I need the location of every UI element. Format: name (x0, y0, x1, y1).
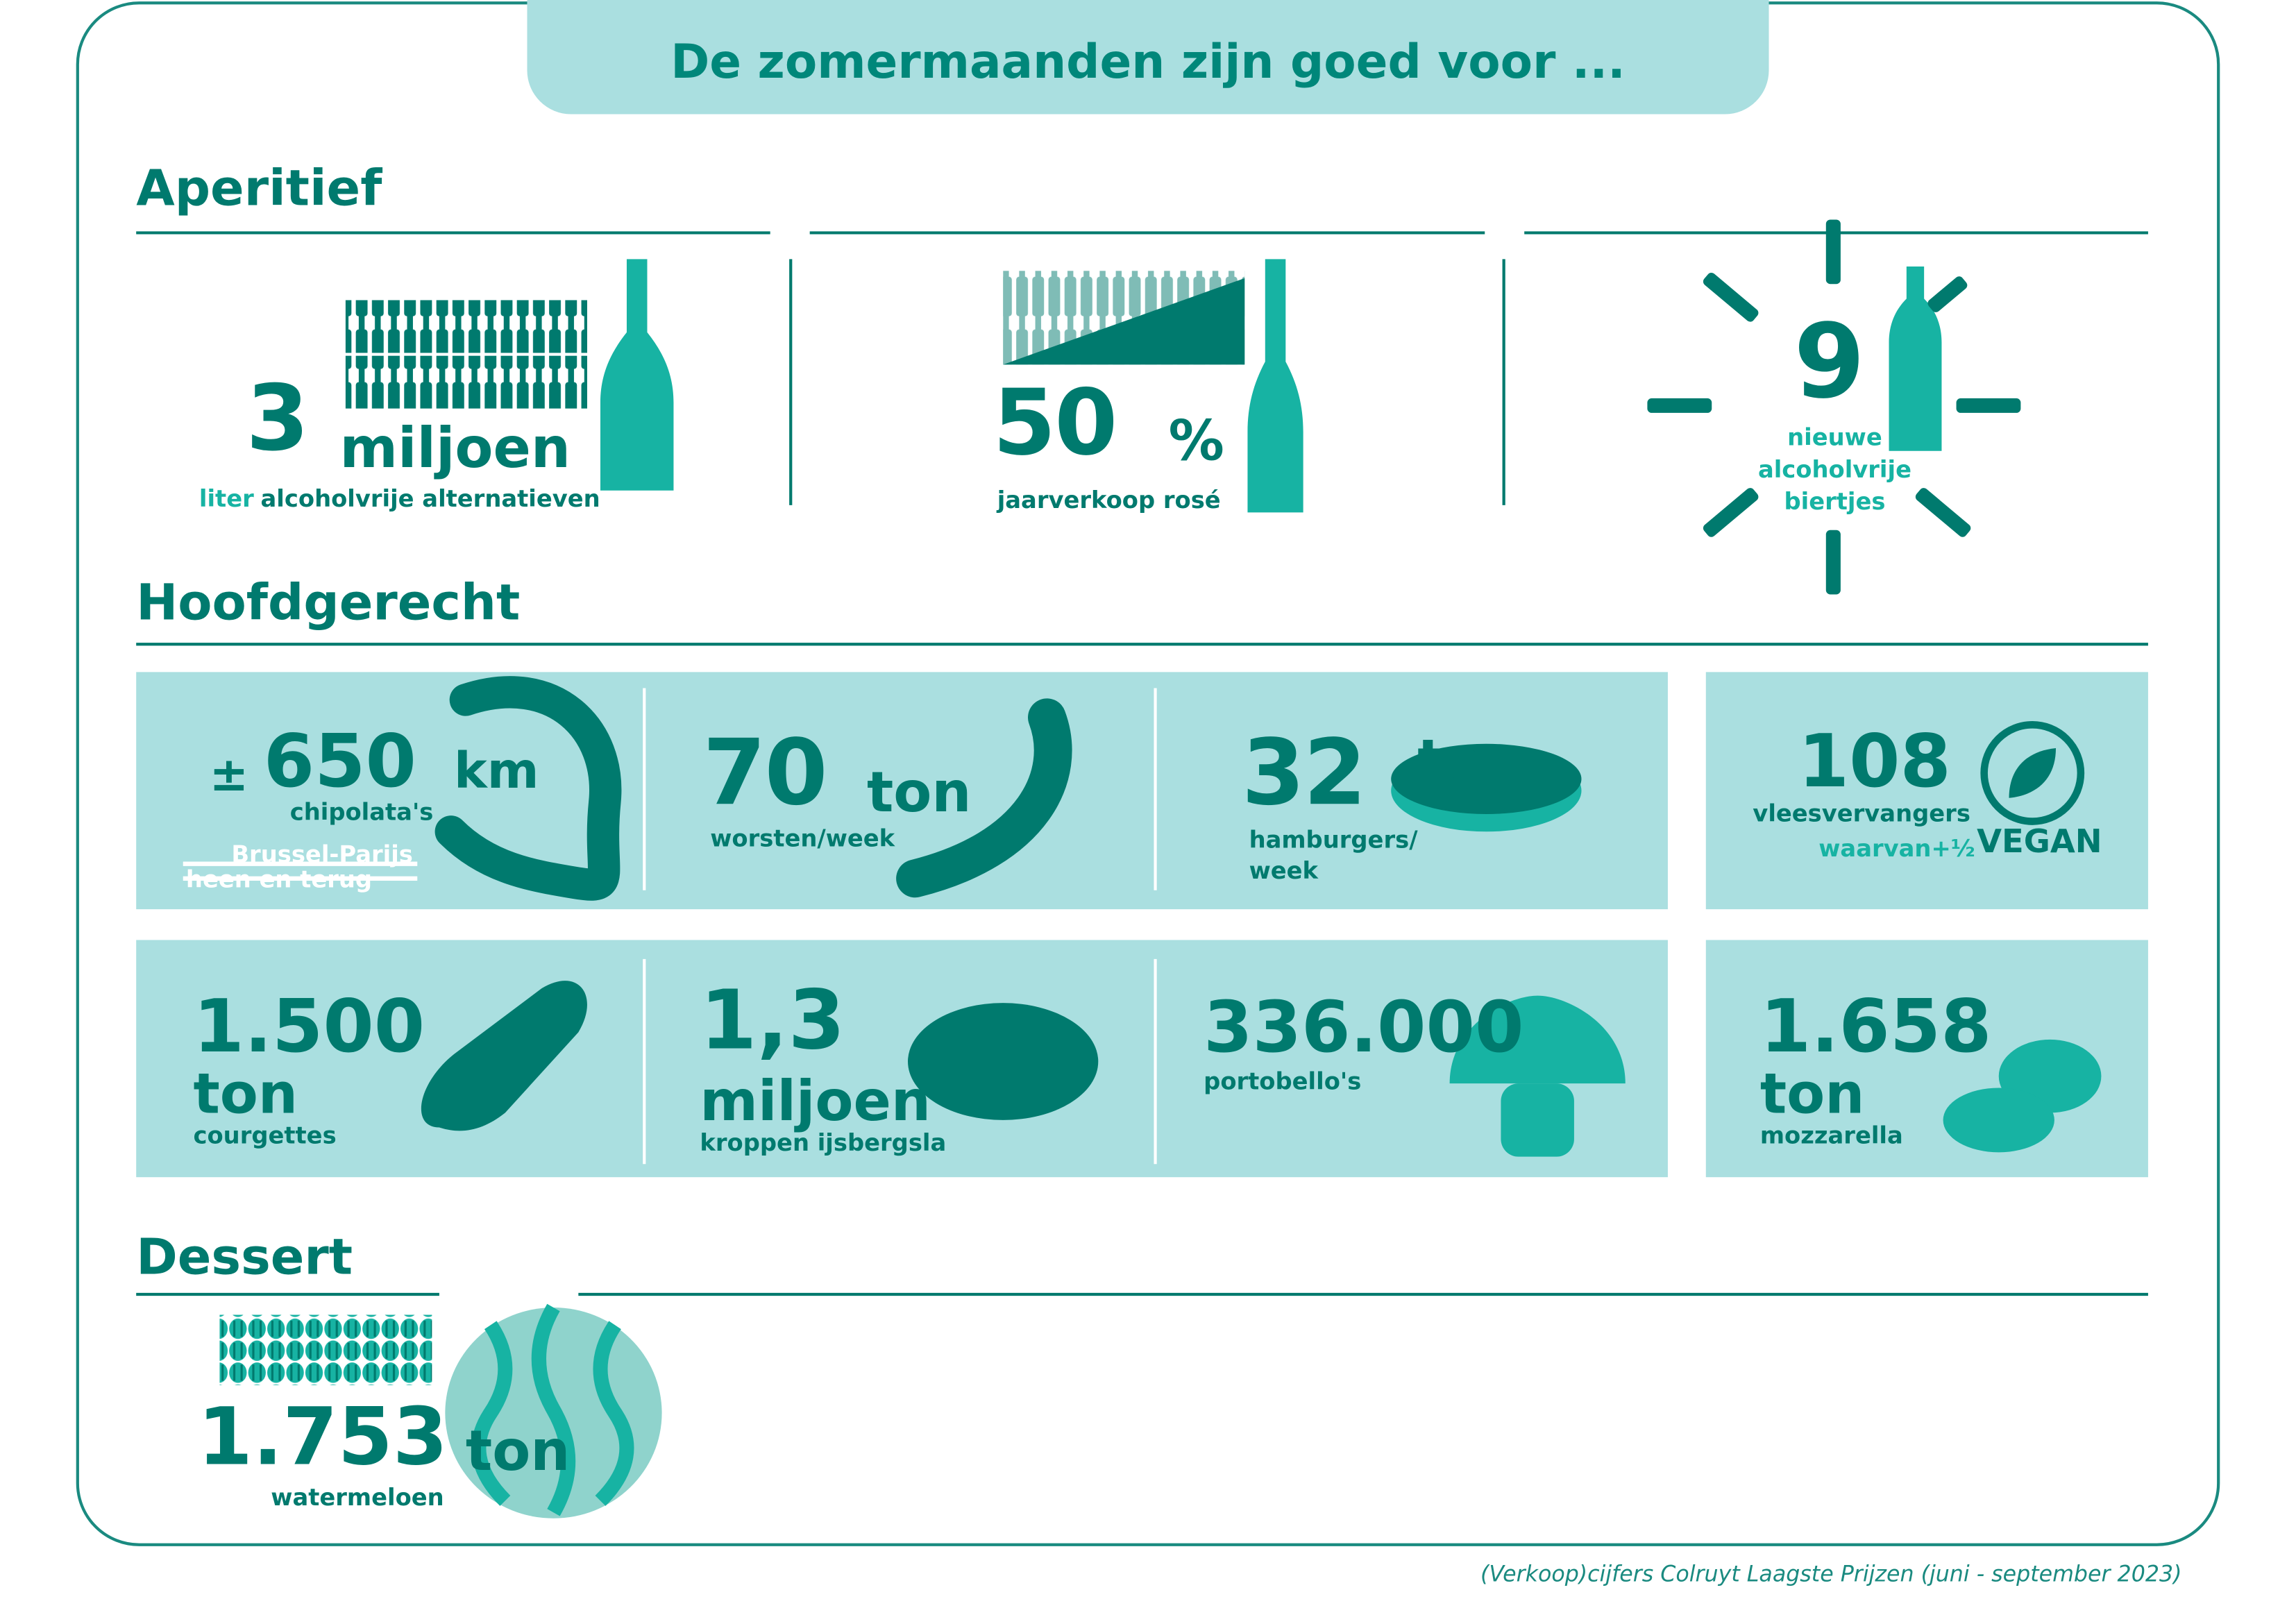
stat-number: 650 (263, 718, 416, 804)
stat-number: 1,3 (700, 973, 845, 1069)
stat-label: alcoholvrije alternatieven (260, 484, 600, 513)
stat-label: liter (199, 484, 254, 513)
rose-share-icon (1003, 278, 1245, 365)
footer-note: (Verkoop)cijfers Colruyt Laagste Prijzen… (1480, 1560, 2182, 1587)
burger-icon (1391, 743, 1582, 814)
stat-unit: miljoen (339, 416, 571, 480)
mushroom-icon (1449, 995, 1626, 1084)
stat-unit: km (454, 742, 539, 802)
stat-label: nieuwe (1787, 423, 1882, 451)
stat-number: 70 (702, 718, 828, 826)
stat-label: biertjes (1784, 487, 1886, 516)
stat-prefix: ± (209, 746, 249, 803)
title: De zomermaanden zijn goed voor ... (670, 33, 1626, 90)
lettuce-icon (908, 1003, 1099, 1120)
beer-icon (1889, 266, 1942, 451)
leaf-icon (2009, 748, 2057, 798)
stat-number: 32 (1242, 718, 1367, 826)
stat-number: 50 (993, 369, 1117, 476)
stat-unit: ton (1759, 1061, 1865, 1126)
melons-icon (219, 1314, 432, 1385)
courgette-icon (421, 981, 587, 1131)
stat-label: hamburgers/ (1249, 825, 1418, 854)
sausage-icon (896, 698, 1072, 898)
stat-note: waarvan+½ (1818, 834, 1975, 863)
stat-label: mozzarella (1759, 1122, 1903, 1150)
stat-number: 1.658 (1759, 983, 1992, 1069)
stat-label: chipolata's (289, 797, 434, 826)
stat-label: jaarverkoop rosé (997, 486, 1221, 514)
vegan-icon (1980, 721, 2085, 825)
title-tab (527, 0, 1769, 115)
stat-note: Brussel-Parijs (231, 840, 413, 869)
watermelon-stripes (471, 1303, 634, 1516)
stat-unit: ton (1417, 727, 1522, 793)
stat-note: heen en terug (185, 865, 373, 893)
stat-number: 9 (1793, 301, 1866, 422)
bottles-icon (345, 300, 587, 353)
section-heading: Aperitief (136, 159, 382, 219)
stat-label: worsten/week (710, 824, 895, 852)
stat-unit: miljoen (700, 1069, 931, 1133)
stat-label: vleesvervangers (1753, 799, 1970, 827)
stat-number: 1.753 (197, 1391, 448, 1484)
bottle-icon (1247, 259, 1303, 513)
stat-number: 108 (1798, 718, 1951, 804)
mozzarella-icon (1943, 1088, 2054, 1153)
vegan-badge: VEGAN (1977, 824, 2102, 861)
stat-number: 1.500 (193, 983, 425, 1069)
stat-unit: ton (465, 1419, 571, 1484)
section-heading: Hoofdgerecht (136, 574, 521, 633)
stat-number: 3 (246, 364, 309, 472)
stat-unit: ton (193, 1061, 298, 1126)
stat-label: portobello's (1204, 1067, 1362, 1096)
chipolata-icon (434, 676, 622, 901)
panel-dividers (643, 688, 1157, 1165)
stat-unit: % (1168, 408, 1224, 473)
mushroom-icon (1501, 1083, 1574, 1157)
route-arrows (183, 861, 418, 881)
stat-label: courgettes (193, 1122, 337, 1150)
stat-label: week (1249, 856, 1318, 885)
stat-number: 336.000 (1204, 986, 1524, 1069)
stat-label: kroppen ijsbergsla (700, 1128, 947, 1157)
stat-label: alcoholvrije (1757, 455, 1911, 484)
stat-label: watermeloen (271, 1483, 444, 1512)
beer-rays (1647, 219, 2021, 595)
stat-unit: ton (866, 759, 972, 824)
bottles-icon (345, 355, 587, 409)
bottle-icon (600, 259, 674, 491)
section-heading: Dessert (136, 1228, 353, 1287)
